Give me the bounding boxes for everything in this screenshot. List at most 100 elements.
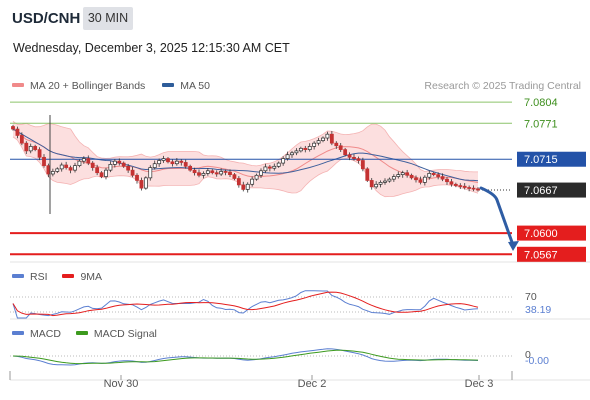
timeframe-button[interactable]: 30 MIN <box>83 7 133 30</box>
candle-body <box>476 188 480 191</box>
candle-body <box>86 158 91 164</box>
candle-body <box>391 176 396 180</box>
candle-body <box>205 170 210 174</box>
rsi-value-label: 38.19 <box>525 304 551 316</box>
price-level-label: 7.0804 <box>524 97 558 109</box>
price-levels: 7.0804 7.0771 7.0715 7.0667 7.0600 7.0567 <box>10 97 586 262</box>
candle-body <box>64 164 69 168</box>
candle-body <box>15 128 20 136</box>
legend-macd: MACD <box>12 328 61 340</box>
candle-body <box>352 156 356 159</box>
candle-body <box>458 185 463 187</box>
candle-body <box>174 160 179 165</box>
candle-body <box>108 164 113 171</box>
candle-body <box>121 162 126 167</box>
candle-body <box>201 173 206 176</box>
candle-body <box>130 169 135 176</box>
candle-body <box>135 174 139 181</box>
candle-body <box>312 142 317 147</box>
candle-body <box>192 169 197 174</box>
candle-body <box>50 171 55 175</box>
bollinger-upper-line <box>12 120 478 173</box>
legend-swatch <box>75 331 88 336</box>
candle-body <box>467 187 472 189</box>
candle-body <box>77 160 82 167</box>
candle-body <box>33 146 38 150</box>
candle-body <box>183 162 188 167</box>
price-level-badge <box>517 182 586 198</box>
candle-body <box>378 182 383 185</box>
candle-body <box>409 174 414 179</box>
candle-body <box>272 165 277 169</box>
candle-body <box>99 172 104 177</box>
candle-body <box>59 164 64 170</box>
candle-body <box>161 158 166 161</box>
price-level-badge <box>517 225 586 241</box>
candle-body <box>360 160 365 170</box>
candle-body <box>104 169 108 177</box>
forecast-arrow <box>479 186 515 247</box>
price-level-label: 7.0567 <box>524 249 558 261</box>
candle-body <box>250 178 255 185</box>
candle-body <box>214 172 219 175</box>
legend-swatch <box>162 83 175 88</box>
candle-body <box>81 158 86 162</box>
legend-rsi-label: RSI <box>30 271 48 283</box>
bollinger-lower-line <box>12 136 479 198</box>
rsi-9ma-line <box>12 291 479 317</box>
candle-body <box>285 154 290 159</box>
macd-zero-label: 0 <box>525 349 531 361</box>
candle-body <box>28 146 33 152</box>
candle-body <box>414 177 418 181</box>
candle-body <box>219 171 224 175</box>
candle-body <box>298 147 303 152</box>
price-level-label: 7.0600 <box>524 228 558 240</box>
candle-body <box>259 170 263 176</box>
candle-body <box>232 174 237 179</box>
legend-9ma-label: 9MA <box>80 271 103 283</box>
candle-body <box>329 133 334 144</box>
ma50-line <box>12 128 479 182</box>
legend-macd-signal: MACD Signal <box>75 328 157 340</box>
candle-body <box>453 183 458 186</box>
chart-legend: MA 20 + Bollinger Bands MA 50 <box>12 80 224 92</box>
candle-body <box>343 149 348 156</box>
candle-body <box>11 126 15 130</box>
candle-body <box>427 173 432 178</box>
macd-signal-line <box>12 349 479 365</box>
candle-body <box>223 171 228 173</box>
legend-ma50: MA 50 <box>162 80 210 92</box>
candle-body <box>449 181 454 185</box>
price-level-badge <box>517 151 586 167</box>
legend-swatch <box>12 83 24 88</box>
candle-body <box>241 184 246 190</box>
candle-body <box>445 178 449 183</box>
candle-body <box>321 137 325 141</box>
bollinger-band <box>13 121 478 197</box>
candle-body <box>462 185 467 188</box>
candle-body <box>126 165 131 171</box>
macd-value-label: -0.00 <box>525 355 549 367</box>
candle-body <box>396 174 401 177</box>
candle-body <box>356 158 361 161</box>
candle-body <box>210 170 215 174</box>
candle-body <box>405 172 410 176</box>
chart-header: USD/CNH 30 MIN Wednesday, December 3, 20… <box>0 0 590 66</box>
candle-body <box>37 149 42 158</box>
candle-body <box>245 183 250 190</box>
x-axis-label: Dec 2 <box>298 378 327 390</box>
candle-body <box>431 173 436 175</box>
candle-body <box>152 163 157 168</box>
candle-body <box>347 154 352 158</box>
x-axis-label: Nov 30 <box>104 378 139 390</box>
candle-body <box>334 142 339 147</box>
legend-swatch <box>62 274 75 279</box>
candle-body <box>400 172 405 175</box>
candle-body <box>228 171 232 175</box>
candle-body <box>55 168 60 172</box>
candles <box>11 124 480 193</box>
price-level-label: 7.0667 <box>524 185 558 197</box>
rsi-legend: RSI 9MA <box>12 271 114 283</box>
symbol-title: USD/CNH <box>12 10 81 27</box>
